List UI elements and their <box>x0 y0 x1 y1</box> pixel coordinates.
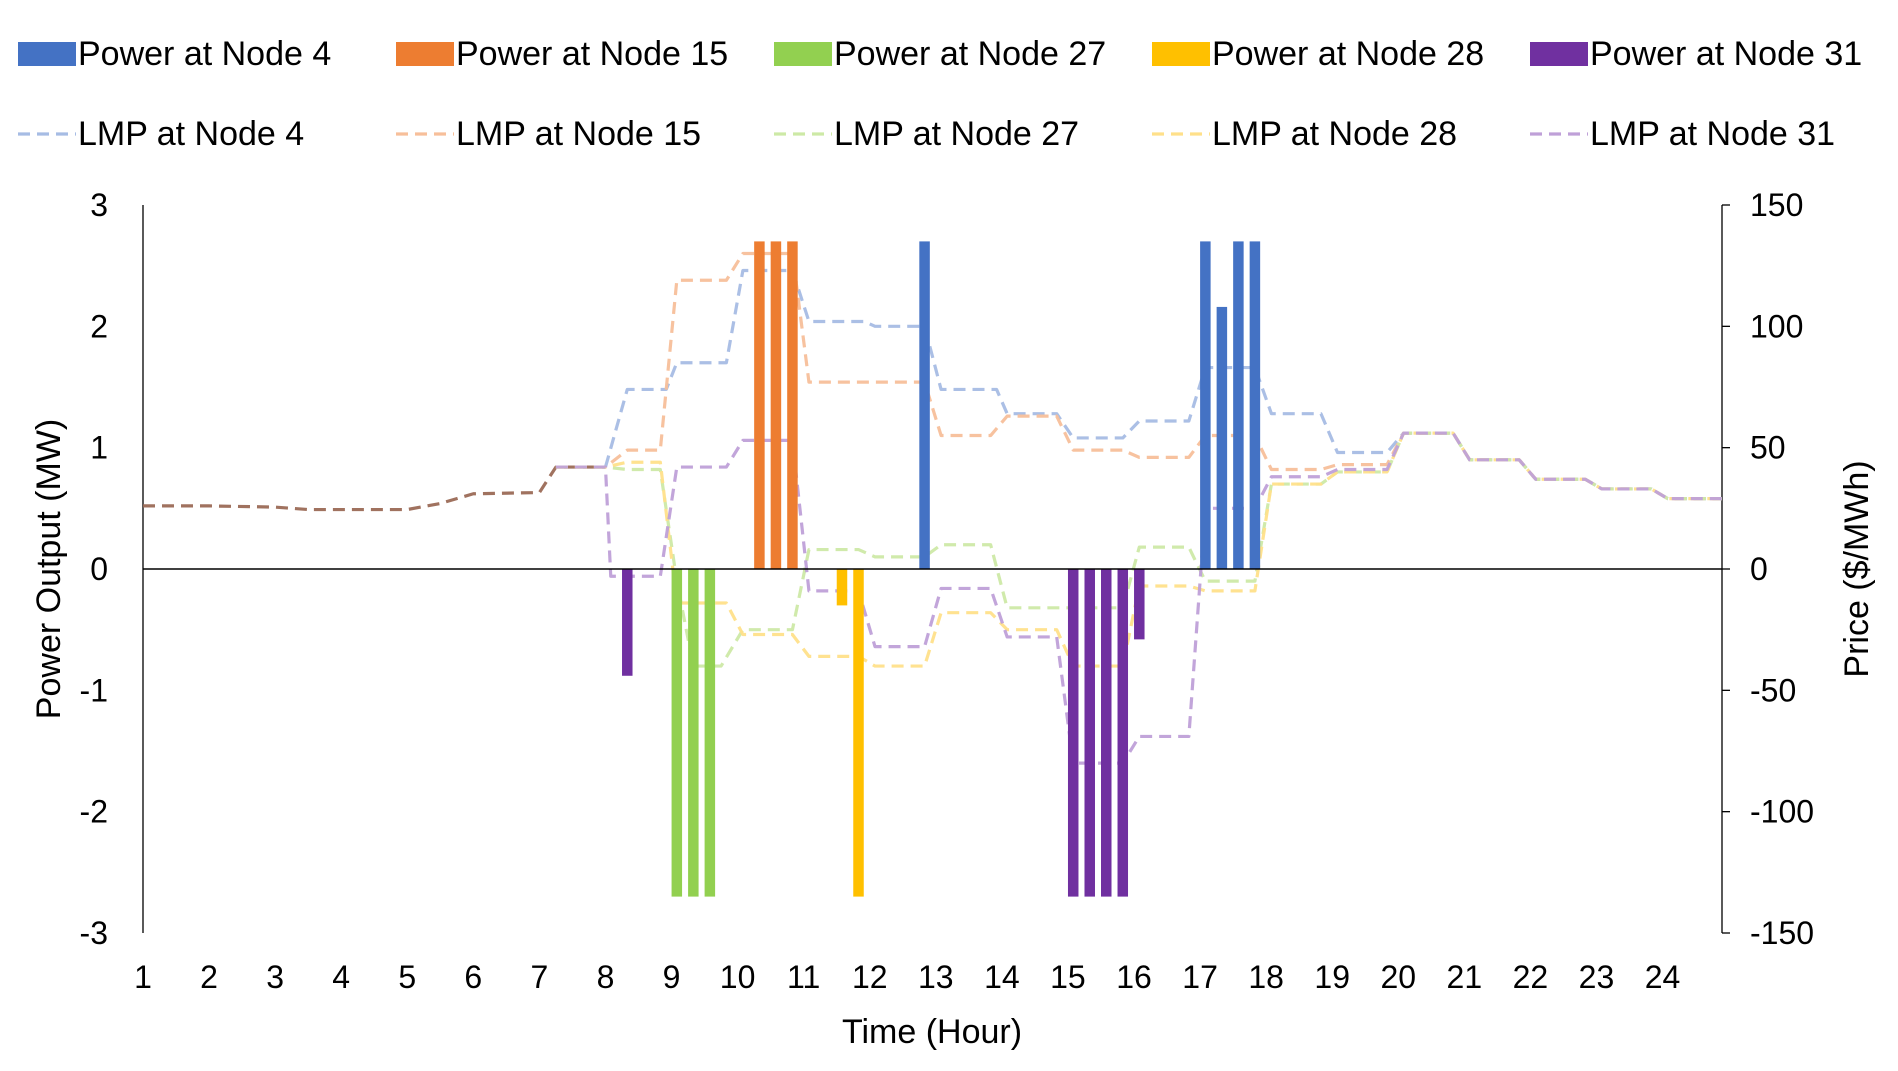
x-axis-title: Time (Hour) <box>842 1013 1022 1051</box>
legend-item-node28: Power at Node 28 <box>1152 35 1484 73</box>
y-tick-label-left: -2 <box>80 794 108 830</box>
power-bar-node27 <box>671 569 683 897</box>
legend-item-lmp31: LMP at Node 31 <box>1530 115 1835 153</box>
power-bar-node15 <box>770 241 782 569</box>
power-bar-node28 <box>853 569 864 897</box>
y-tick-label-right: 50 <box>1750 430 1786 466</box>
x-tick-label: 5 <box>398 959 416 995</box>
legend-item-lmp15: LMP at Node 15 <box>396 115 701 153</box>
power-bar-node27 <box>704 569 716 897</box>
power-bar-node4 <box>1233 241 1244 569</box>
power-bar-node15 <box>787 241 798 569</box>
legend-label: Power at Node 31 <box>1590 35 1862 73</box>
x-tick-label: 17 <box>1182 959 1218 995</box>
x-tick-label: 24 <box>1645 959 1681 995</box>
y-tick-label-right: 0 <box>1750 551 1768 587</box>
y-tick-label-right: 100 <box>1750 308 1803 344</box>
legend-swatch <box>396 42 454 66</box>
power-bar-node4 <box>1200 241 1211 569</box>
legend-label: LMP at Node 28 <box>1212 115 1457 153</box>
x-tick-label: 9 <box>663 959 681 995</box>
y-tick-label-left: -3 <box>80 915 108 951</box>
x-tick-label: 12 <box>852 959 888 995</box>
power-bar-node4 <box>1216 306 1228 569</box>
legend-swatch <box>1152 42 1210 66</box>
legend-label: LMP at Node 15 <box>456 115 701 153</box>
legend-item-lmp27: LMP at Node 27 <box>774 115 1079 153</box>
legend-label: Power at Node 27 <box>834 35 1106 73</box>
legend-swatch <box>18 42 76 66</box>
legend-label: Power at Node 15 <box>456 35 728 73</box>
x-tick-label: 19 <box>1314 959 1350 995</box>
legend-label: Power at Node 28 <box>1212 35 1484 73</box>
legend-item-lmp4: LMP at Node 4 <box>18 115 304 153</box>
y-tick-label-right: 150 <box>1750 187 1803 223</box>
legend-item-node27: Power at Node 27 <box>774 35 1106 73</box>
x-tick-label: 8 <box>597 959 615 995</box>
legend-label: LMP at Node 27 <box>834 115 1079 153</box>
power-bar-node31 <box>622 569 633 676</box>
power-bar-node31 <box>1084 569 1095 897</box>
y-tick-label-left: -1 <box>80 672 108 708</box>
x-tick-label: 15 <box>1050 959 1086 995</box>
x-tick-label: 10 <box>720 959 756 995</box>
x-tick-label: 1 <box>134 959 152 995</box>
legend-label: Power at Node 4 <box>78 35 331 73</box>
x-tick-label: 13 <box>918 959 954 995</box>
lmp-line-lmp31 <box>555 431 1722 765</box>
y-tick-label-right: -100 <box>1750 794 1814 830</box>
x-tick-label: 6 <box>464 959 482 995</box>
legend: Power at Node 4 Power at Node 15 Power at … <box>18 35 1862 153</box>
x-tick-label: 11 <box>787 959 820 995</box>
legend-item-node15: Power at Node 15 <box>396 35 728 73</box>
power-bar-node4 <box>1249 241 1261 569</box>
x-tick-label: 3 <box>266 959 284 995</box>
y-tick-label-right: -150 <box>1750 915 1814 951</box>
power-bar-node31 <box>1117 569 1129 897</box>
x-tick-label: 21 <box>1447 959 1483 995</box>
lmp-line-shared <box>143 465 606 512</box>
power-bar-node28 <box>836 569 848 606</box>
power-bar-node31 <box>1067 569 1079 897</box>
legend-label: LMP at Node 31 <box>1590 115 1835 153</box>
tick-labels: 1 2 3 4 5 6 7 8 9 10 11 12 13 14 15 16 17 18 19 20 21 22 23 243… <box>80 187 1815 995</box>
x-tick-label: 7 <box>531 959 549 995</box>
x-tick-label: 4 <box>332 959 350 995</box>
lmp-lines <box>143 251 1722 765</box>
y-axis-title-left: Power Output (MW) <box>30 419 68 719</box>
legend-swatch <box>774 42 832 66</box>
power-bar-node4 <box>919 241 930 569</box>
x-tick-label: 18 <box>1248 959 1284 995</box>
power-bar-node27 <box>688 569 699 897</box>
x-tick-label: 22 <box>1513 959 1549 995</box>
x-tick-label: 14 <box>984 959 1020 995</box>
y-axis-title-right: Price ($/MWh) <box>1838 460 1876 677</box>
y-tick-label-left: 3 <box>90 187 108 223</box>
y-tick-label-left: 0 <box>90 551 108 587</box>
power-bar-node31 <box>1101 569 1112 897</box>
legend-label: LMP at Node 4 <box>78 115 304 153</box>
power-bar-node15 <box>754 241 765 569</box>
legend-item-node31: Power at Node 31 <box>1530 35 1862 73</box>
x-tick-label: 20 <box>1380 959 1416 995</box>
x-tick-label: 23 <box>1579 959 1615 995</box>
x-tick-label: 2 <box>200 959 218 995</box>
y-tick-label-left: 1 <box>90 430 108 466</box>
lmp-line-lmp15 <box>555 251 1722 501</box>
legend-swatch <box>1530 42 1588 66</box>
legend-item-node4: Power at Node 4 <box>18 35 331 73</box>
y-tick-label-left: 2 <box>90 308 108 344</box>
power-bars <box>622 241 1261 897</box>
legend-item-lmp28: LMP at Node 28 <box>1152 115 1457 153</box>
x-tick-label: 16 <box>1116 959 1152 995</box>
y-tick-label-right: -50 <box>1750 672 1796 708</box>
power-bar-node31 <box>1134 569 1145 640</box>
